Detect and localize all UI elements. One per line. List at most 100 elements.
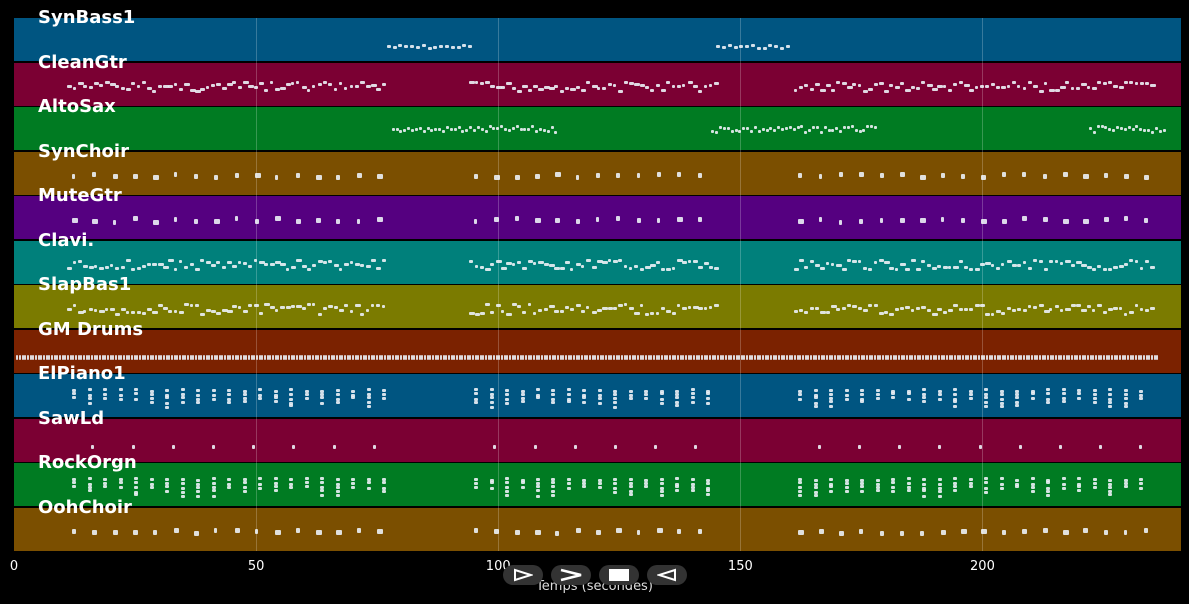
note-mark [591,354,594,360]
note-mark [863,354,866,360]
note-mark [990,263,995,267]
note-mark [533,312,537,316]
note-mark [457,126,461,130]
note-mark [852,304,858,308]
note-mark [1038,304,1045,308]
note-mark [487,354,490,360]
note-mark [953,82,958,86]
note-mark [304,477,309,480]
note-mark [1097,264,1101,268]
note-mark [879,354,882,360]
note-mark [426,126,430,130]
note-mark [149,482,154,486]
note-mark [333,88,337,92]
note-mark [1022,86,1026,90]
note-mark [659,490,664,494]
note-mark [232,265,237,269]
note-mark [253,258,258,262]
note-mark [908,354,911,360]
note-mark [974,267,980,271]
note-mark [242,354,245,360]
note-mark [312,303,316,307]
note-mark [613,490,618,494]
note-mark [715,130,719,134]
x-tick-label: 0 [9,559,19,574]
note-mark [613,389,618,393]
note-mark [546,129,550,133]
note-mark [708,84,712,88]
note-mark [196,393,201,397]
note-mark [173,354,176,360]
note-mark [1123,392,1128,396]
note-mark [1077,489,1082,493]
note-mark [575,263,582,267]
note-mark [273,485,278,489]
note-mark [445,125,449,129]
note-mark [163,306,169,310]
note-mark [1070,263,1076,267]
note-mark [382,481,387,485]
note-mark [825,311,830,315]
note-mark [147,262,151,266]
note-mark [1139,482,1144,486]
note-mark [333,305,339,309]
note-mark [1139,477,1144,481]
note-mark [344,86,348,90]
note-mark [762,46,767,50]
note-mark [582,388,587,392]
note-mark [675,477,680,481]
note-mark [407,354,410,360]
track-label: RockOrgn [38,452,137,473]
note-mark [829,400,834,404]
note-mark [1001,263,1005,267]
note-mark [830,262,834,266]
back-button[interactable] [647,565,687,585]
note-mark [519,127,523,131]
note-mark [906,489,911,493]
forward-button[interactable] [551,565,591,585]
note-mark [410,354,413,360]
note-mark [916,306,920,310]
note-mark [1030,392,1035,396]
note-mark [1077,397,1082,401]
note-mark [586,81,591,85]
note-mark [1147,129,1151,133]
note-mark [152,90,157,94]
note-mark [269,80,274,84]
note-mark [184,83,190,87]
note-mark [1150,307,1155,311]
play-button[interactable] [503,565,543,585]
note-mark [67,354,70,360]
note-mark [644,397,649,401]
note-mark [829,490,834,494]
note-mark [366,481,371,485]
note-mark [889,354,892,360]
note-mark [538,127,542,131]
note-mark [671,85,676,89]
note-mark [846,125,850,129]
note-mark [566,397,571,401]
note-mark [474,81,478,85]
note-mark [93,265,98,269]
note-mark [173,83,178,87]
note-mark [365,264,372,268]
note-mark [575,219,580,225]
note-mark [91,444,95,449]
note-mark [647,354,650,360]
note-mark [1139,128,1143,132]
note-mark [900,263,906,267]
note-mark [916,267,922,271]
note-mark [1102,81,1107,85]
note-mark [575,303,581,307]
note-mark [536,393,540,397]
stop-button[interactable] [599,565,639,585]
track-lane [14,463,1181,506]
note-mark [1001,219,1007,225]
note-mark [996,309,1002,313]
note-mark [655,261,661,265]
note-mark [196,490,201,494]
note-mark [727,354,730,360]
note-mark [304,354,307,360]
note-mark [756,354,759,360]
note-mark [264,262,268,266]
